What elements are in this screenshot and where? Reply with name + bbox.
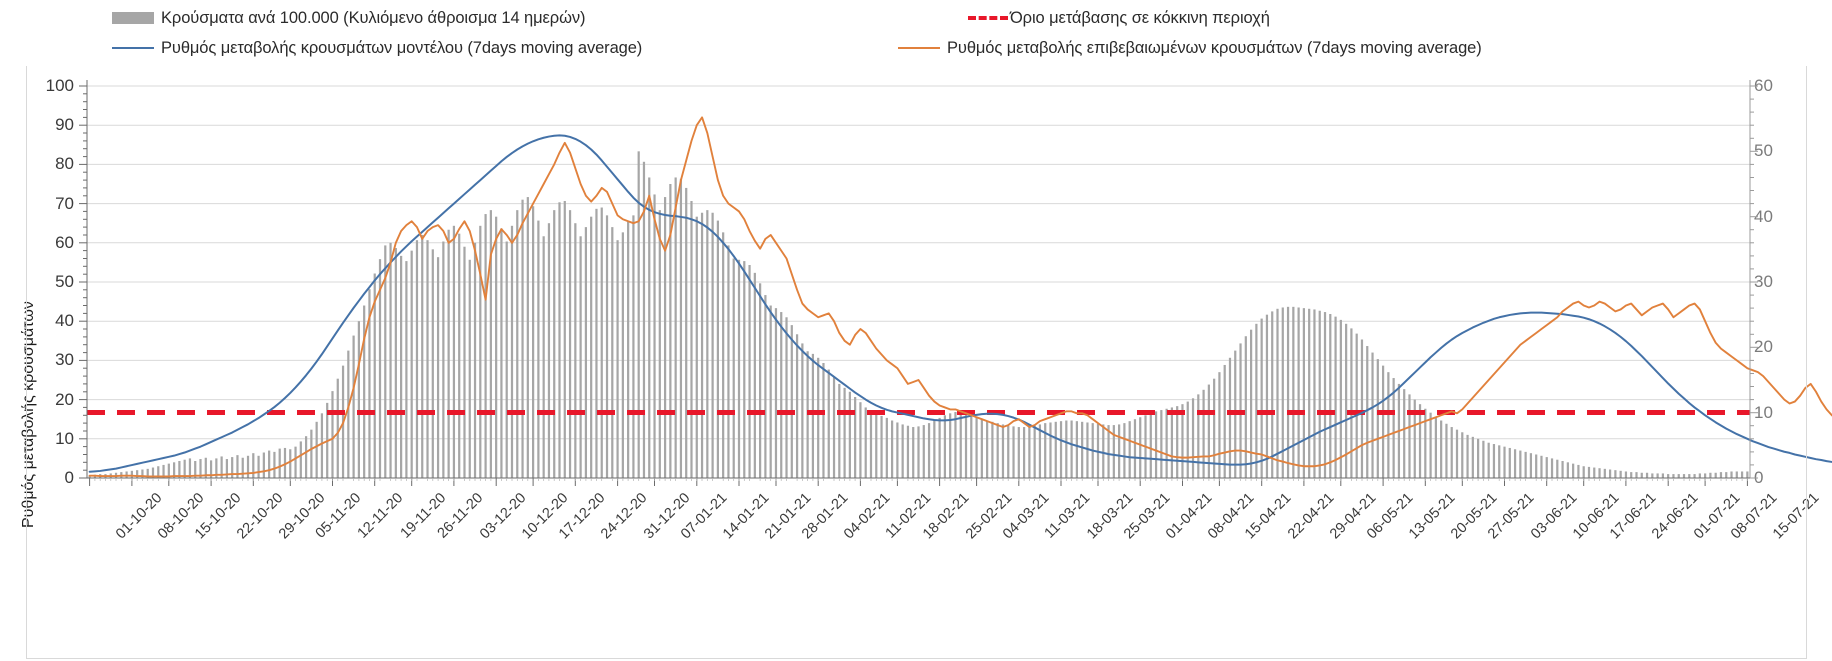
plot-frame-bottom [26,658,1806,659]
legend-swatch-red-dashed [968,16,1008,21]
y-tick-left-70: 70 [55,193,74,213]
y-tick-left-20: 20 [55,389,74,409]
legend-item-red-threshold[interactable]: Όριο μετάβασης σε κόκκινη περιοχή [968,10,1270,27]
y-tick-left-60: 60 [55,232,74,252]
y-tick-left-10: 10 [55,428,74,448]
chart-legend: Κρούσματα ανά 100.000 (Κυλιόμενο άθροισμ… [0,0,1832,66]
legend-swatch-orange-line [898,47,940,50]
legend-item-model-rate[interactable]: Ρυθμός μεταβολής κρουσμάτων μοντέλου (7d… [112,40,642,57]
y-axis-right-ticks: 0 10 20 30 40 50 60 [1754,66,1814,487]
legend-item-confirmed-rate[interactable]: Ρυθμός μεταβολής επιβεβαιωμένων κρουσμάτ… [898,40,1482,57]
y-tick-left-30: 30 [55,350,74,370]
y-tick-right-60: 60 [1754,76,1773,95]
chart-plot-area: Ρυθμός μεταβολής κρουσμάτων 0 10 20 30 40 50 6… [0,66,1832,661]
y-tick-left-100: 100 [45,76,74,95]
legend-label-cases-per-100k: Κρούσματα ανά 100.000 (Κυλιόμενο άθροισμ… [161,9,586,27]
grid-lines [87,85,1750,479]
y-tick-left-50: 50 [55,272,74,291]
axis-ticks [79,80,1758,486]
legend-label-red-threshold: Όριο μετάβασης σε κόκκινη περιοχή [1010,9,1270,27]
y-tick-right-50: 50 [1754,141,1773,161]
line-series-confirmed-rate [88,116,1832,478]
plot-frame-left [26,66,27,659]
plot-frame-right [1806,66,1807,659]
y-tick-left-90: 90 [55,115,74,135]
y-tick-right-0: 0 [1754,468,1764,487]
y-tick-right-30: 30 [1754,272,1773,291]
legend-swatch-blue-line [112,47,154,50]
y-tick-right-10: 10 [1754,402,1773,422]
legend-label-confirmed-rate: Ρυθμός μεταβολής επιβεβαιωμένων κρουσμάτ… [947,39,1482,57]
y-tick-left-40: 40 [55,311,74,331]
legend-swatch-bar [112,12,154,25]
y-axis-left-ticks: 0 10 20 30 40 50 60 70 80 90 100 [12,66,74,487]
legend-item-cases-per-100k[interactable]: Κρούσματα ανά 100.000 (Κυλιόμενο άθροισμ… [112,9,586,27]
bar-series-cases-per-100k [88,151,1749,479]
y-tick-right-20: 20 [1754,337,1773,357]
y-tick-left-0: 0 [64,468,74,487]
legend-label-model-rate: Ρυθμός μεταβολής κρουσμάτων μοντέλου (7d… [161,39,643,57]
chart-svg [79,80,1832,486]
line-series-model-rate [88,134,1832,473]
y-tick-right-40: 40 [1754,206,1773,226]
y-tick-left-80: 80 [55,154,74,174]
